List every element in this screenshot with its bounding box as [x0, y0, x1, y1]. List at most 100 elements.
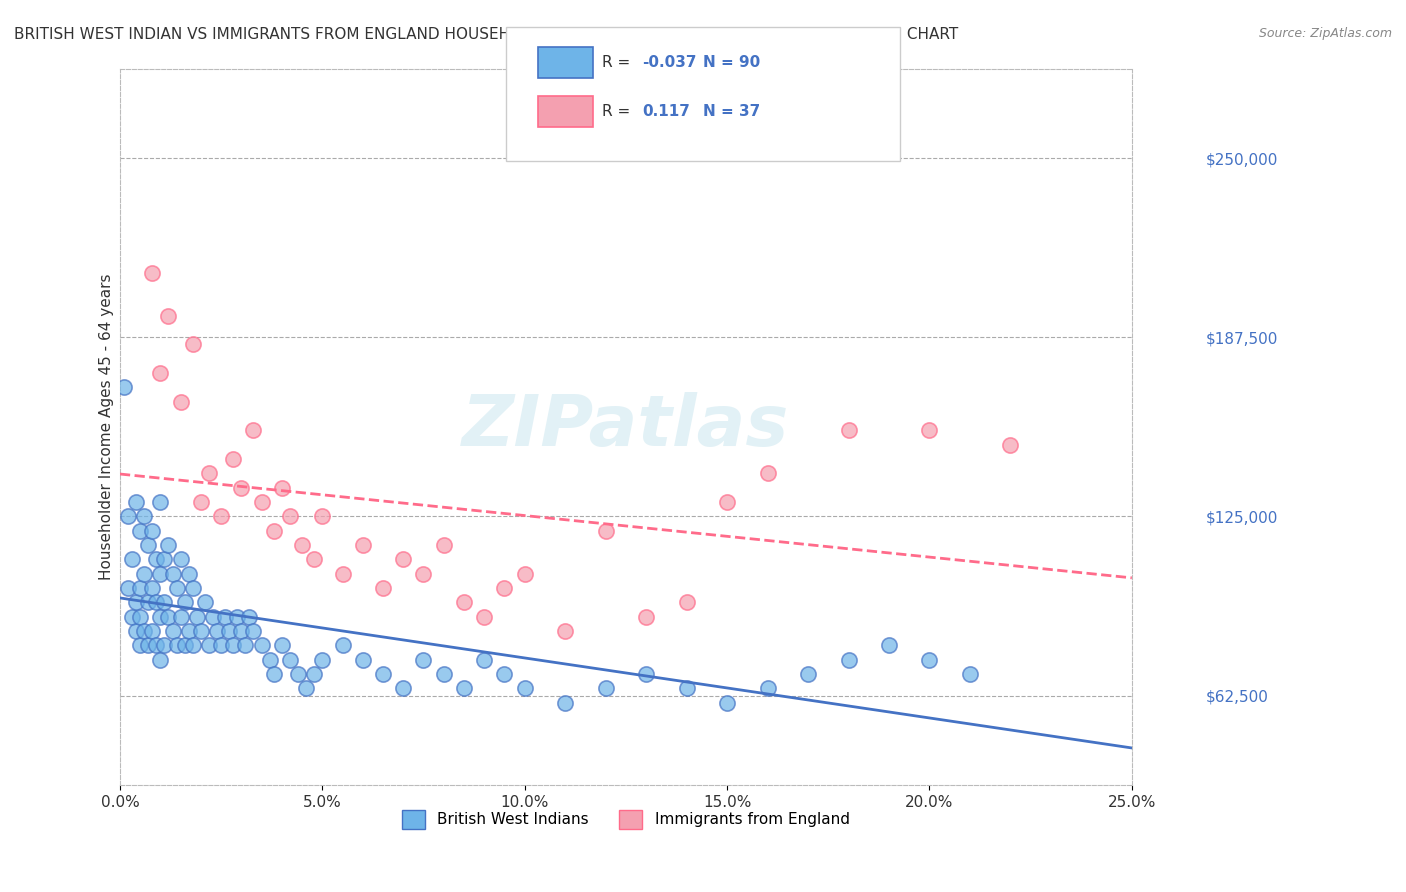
Point [190, 624, 212, 638]
Text: 0.117: 0.117 [643, 104, 690, 119]
Point [1000, 438, 1022, 452]
Point [162, 566, 184, 581]
Point [141, 624, 163, 638]
Point [169, 394, 191, 409]
Point [198, 638, 221, 652]
Point [302, 667, 325, 681]
Point [134, 509, 156, 524]
Point [149, 366, 172, 380]
Point [173, 638, 195, 652]
Point [554, 696, 576, 710]
Point [675, 595, 697, 609]
Point [209, 509, 232, 524]
Point [494, 667, 516, 681]
Point [263, 667, 285, 681]
Point [371, 667, 394, 681]
Point [242, 423, 264, 437]
Point [202, 609, 225, 624]
Point [153, 595, 176, 609]
Point [270, 481, 292, 495]
Point [756, 467, 779, 481]
Point [129, 638, 152, 652]
Point [595, 681, 617, 696]
Point [218, 624, 240, 638]
Point [149, 495, 172, 509]
Point [412, 653, 434, 667]
Point [278, 509, 301, 524]
Point [453, 681, 475, 696]
Point [238, 609, 260, 624]
Point [157, 309, 180, 323]
Point [235, 638, 257, 652]
Point [134, 566, 156, 581]
Point [433, 538, 456, 552]
Point [918, 653, 941, 667]
Point [134, 624, 156, 638]
Text: ZIPatlas: ZIPatlas [463, 392, 790, 461]
Point [756, 681, 779, 696]
Point [287, 667, 309, 681]
Point [177, 624, 200, 638]
Point [453, 595, 475, 609]
Point [513, 566, 536, 581]
Point [716, 696, 738, 710]
Point [263, 524, 285, 538]
Point [554, 624, 576, 638]
Point [636, 667, 658, 681]
Point [392, 552, 415, 566]
Legend: British West Indians, Immigrants from England: British West Indians, Immigrants from En… [396, 804, 856, 835]
Y-axis label: Householder Income Ages 45 - 64 years: Householder Income Ages 45 - 64 years [100, 274, 114, 580]
Text: -0.037: -0.037 [643, 55, 697, 70]
Point [157, 538, 180, 552]
Point [226, 609, 249, 624]
Point [311, 653, 333, 667]
Point [513, 681, 536, 696]
Point [636, 609, 658, 624]
Point [169, 552, 191, 566]
Point [595, 524, 617, 538]
Point [231, 481, 253, 495]
Point [259, 653, 281, 667]
Point [270, 638, 292, 652]
Point [311, 509, 333, 524]
Point [472, 653, 495, 667]
Text: BRITISH WEST INDIAN VS IMMIGRANTS FROM ENGLAND HOUSEHOLDER INCOME AGES 45 - 64 Y: BRITISH WEST INDIAN VS IMMIGRANTS FROM E… [14, 27, 959, 42]
Point [918, 423, 941, 437]
Point [472, 609, 495, 624]
Point [302, 552, 325, 566]
Point [149, 653, 172, 667]
Point [231, 624, 253, 638]
Point [250, 495, 273, 509]
Text: R =: R = [602, 55, 630, 70]
Point [136, 595, 159, 609]
Point [205, 624, 228, 638]
Point [157, 609, 180, 624]
Point [129, 609, 152, 624]
Text: Source: ZipAtlas.com: Source: ZipAtlas.com [1258, 27, 1392, 40]
Point [125, 495, 148, 509]
Point [332, 638, 354, 652]
Point [149, 609, 172, 624]
Text: N = 90: N = 90 [703, 55, 761, 70]
Point [209, 638, 232, 652]
Point [278, 653, 301, 667]
Point [169, 609, 191, 624]
Point [291, 538, 314, 552]
Point [877, 638, 900, 652]
Point [141, 581, 163, 595]
Point [136, 638, 159, 652]
Point [166, 638, 188, 652]
Point [121, 552, 143, 566]
Point [250, 638, 273, 652]
Point [129, 524, 152, 538]
Point [797, 667, 820, 681]
Point [352, 538, 374, 552]
Point [149, 566, 172, 581]
Point [173, 595, 195, 609]
Point [494, 581, 516, 595]
Point [121, 609, 143, 624]
Point [295, 681, 318, 696]
Point [145, 595, 167, 609]
Point [837, 423, 859, 437]
Point [837, 653, 859, 667]
